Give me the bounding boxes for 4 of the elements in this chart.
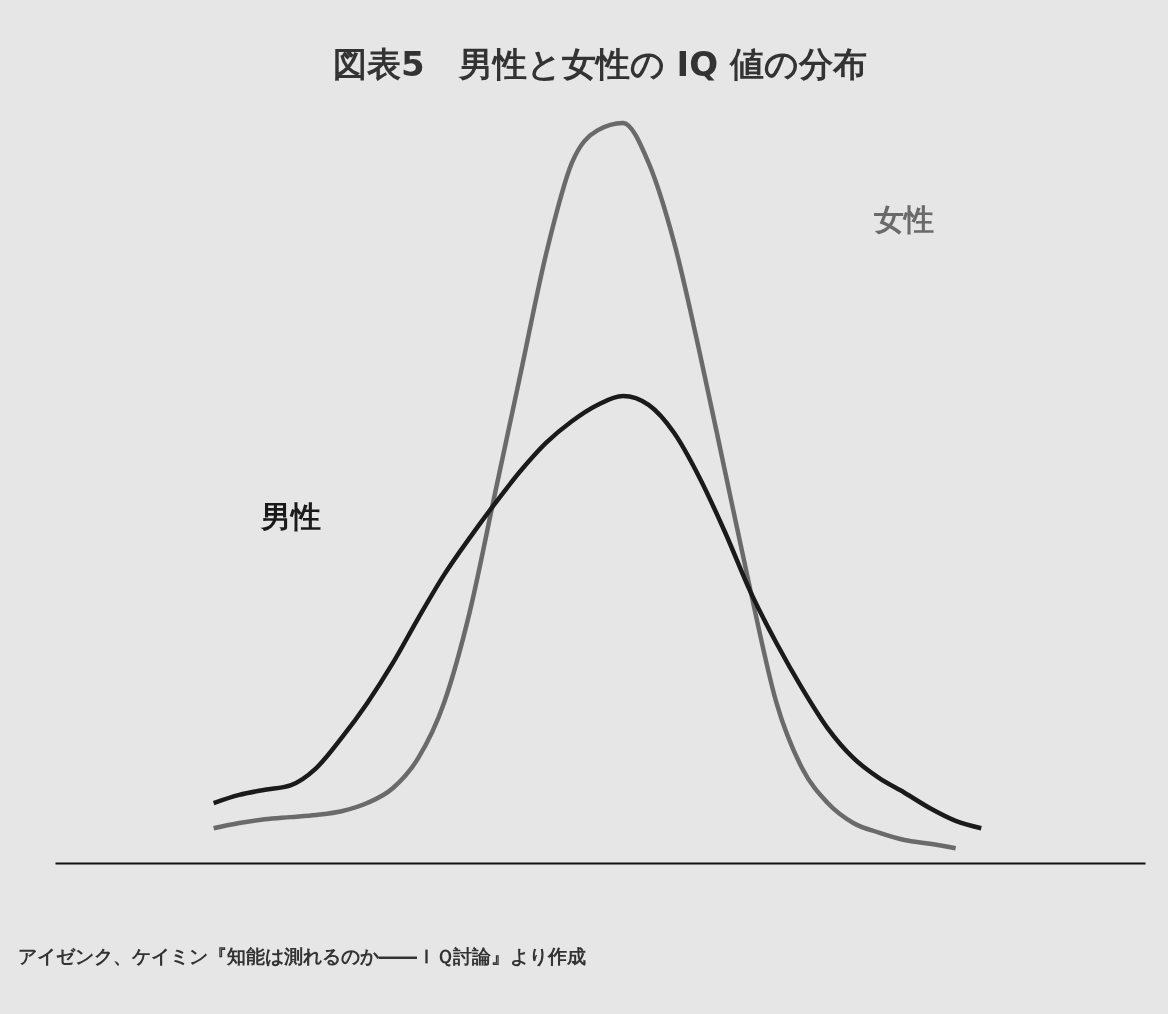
text: 女性 [872, 201, 934, 237]
chart-title: 図表5 男性と女性の IQ 値の分布 [333, 43, 867, 84]
text: アイゼンク、ケイミン『知能は測れるのか――ＩＱ討論』より作成 [18, 944, 586, 969]
text: 男性 [260, 499, 322, 535]
